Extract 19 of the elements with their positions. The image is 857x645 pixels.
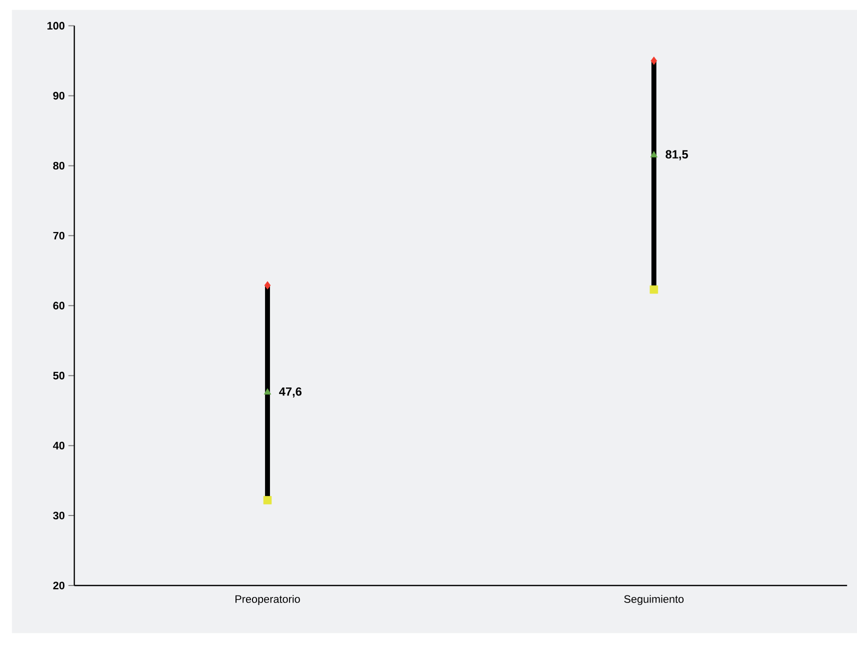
y-tick-label: 30: [53, 512, 64, 520]
y-tick-label: 90: [53, 92, 64, 100]
y-tick-label: 60: [53, 302, 64, 310]
point: [263, 496, 272, 504]
data-label: 81,5: [666, 150, 688, 160]
y-tick-label: 50: [53, 372, 64, 380]
x-tick-label: Seguimiento: [624, 594, 684, 606]
point: [264, 388, 272, 395]
point: [264, 281, 271, 290]
y-tick-label: 80: [53, 162, 64, 170]
x-tick-label: Preoperatorio: [236, 594, 300, 606]
point: [650, 151, 658, 158]
y-tick-label: 70: [53, 232, 64, 240]
data-label: 47,6: [279, 387, 302, 398]
y-tick-label: 100: [47, 22, 64, 30]
y-tick-label: 40: [52, 442, 64, 450]
point: [650, 56, 658, 65]
y-tick-label: 20: [53, 582, 64, 590]
point: [650, 285, 658, 294]
